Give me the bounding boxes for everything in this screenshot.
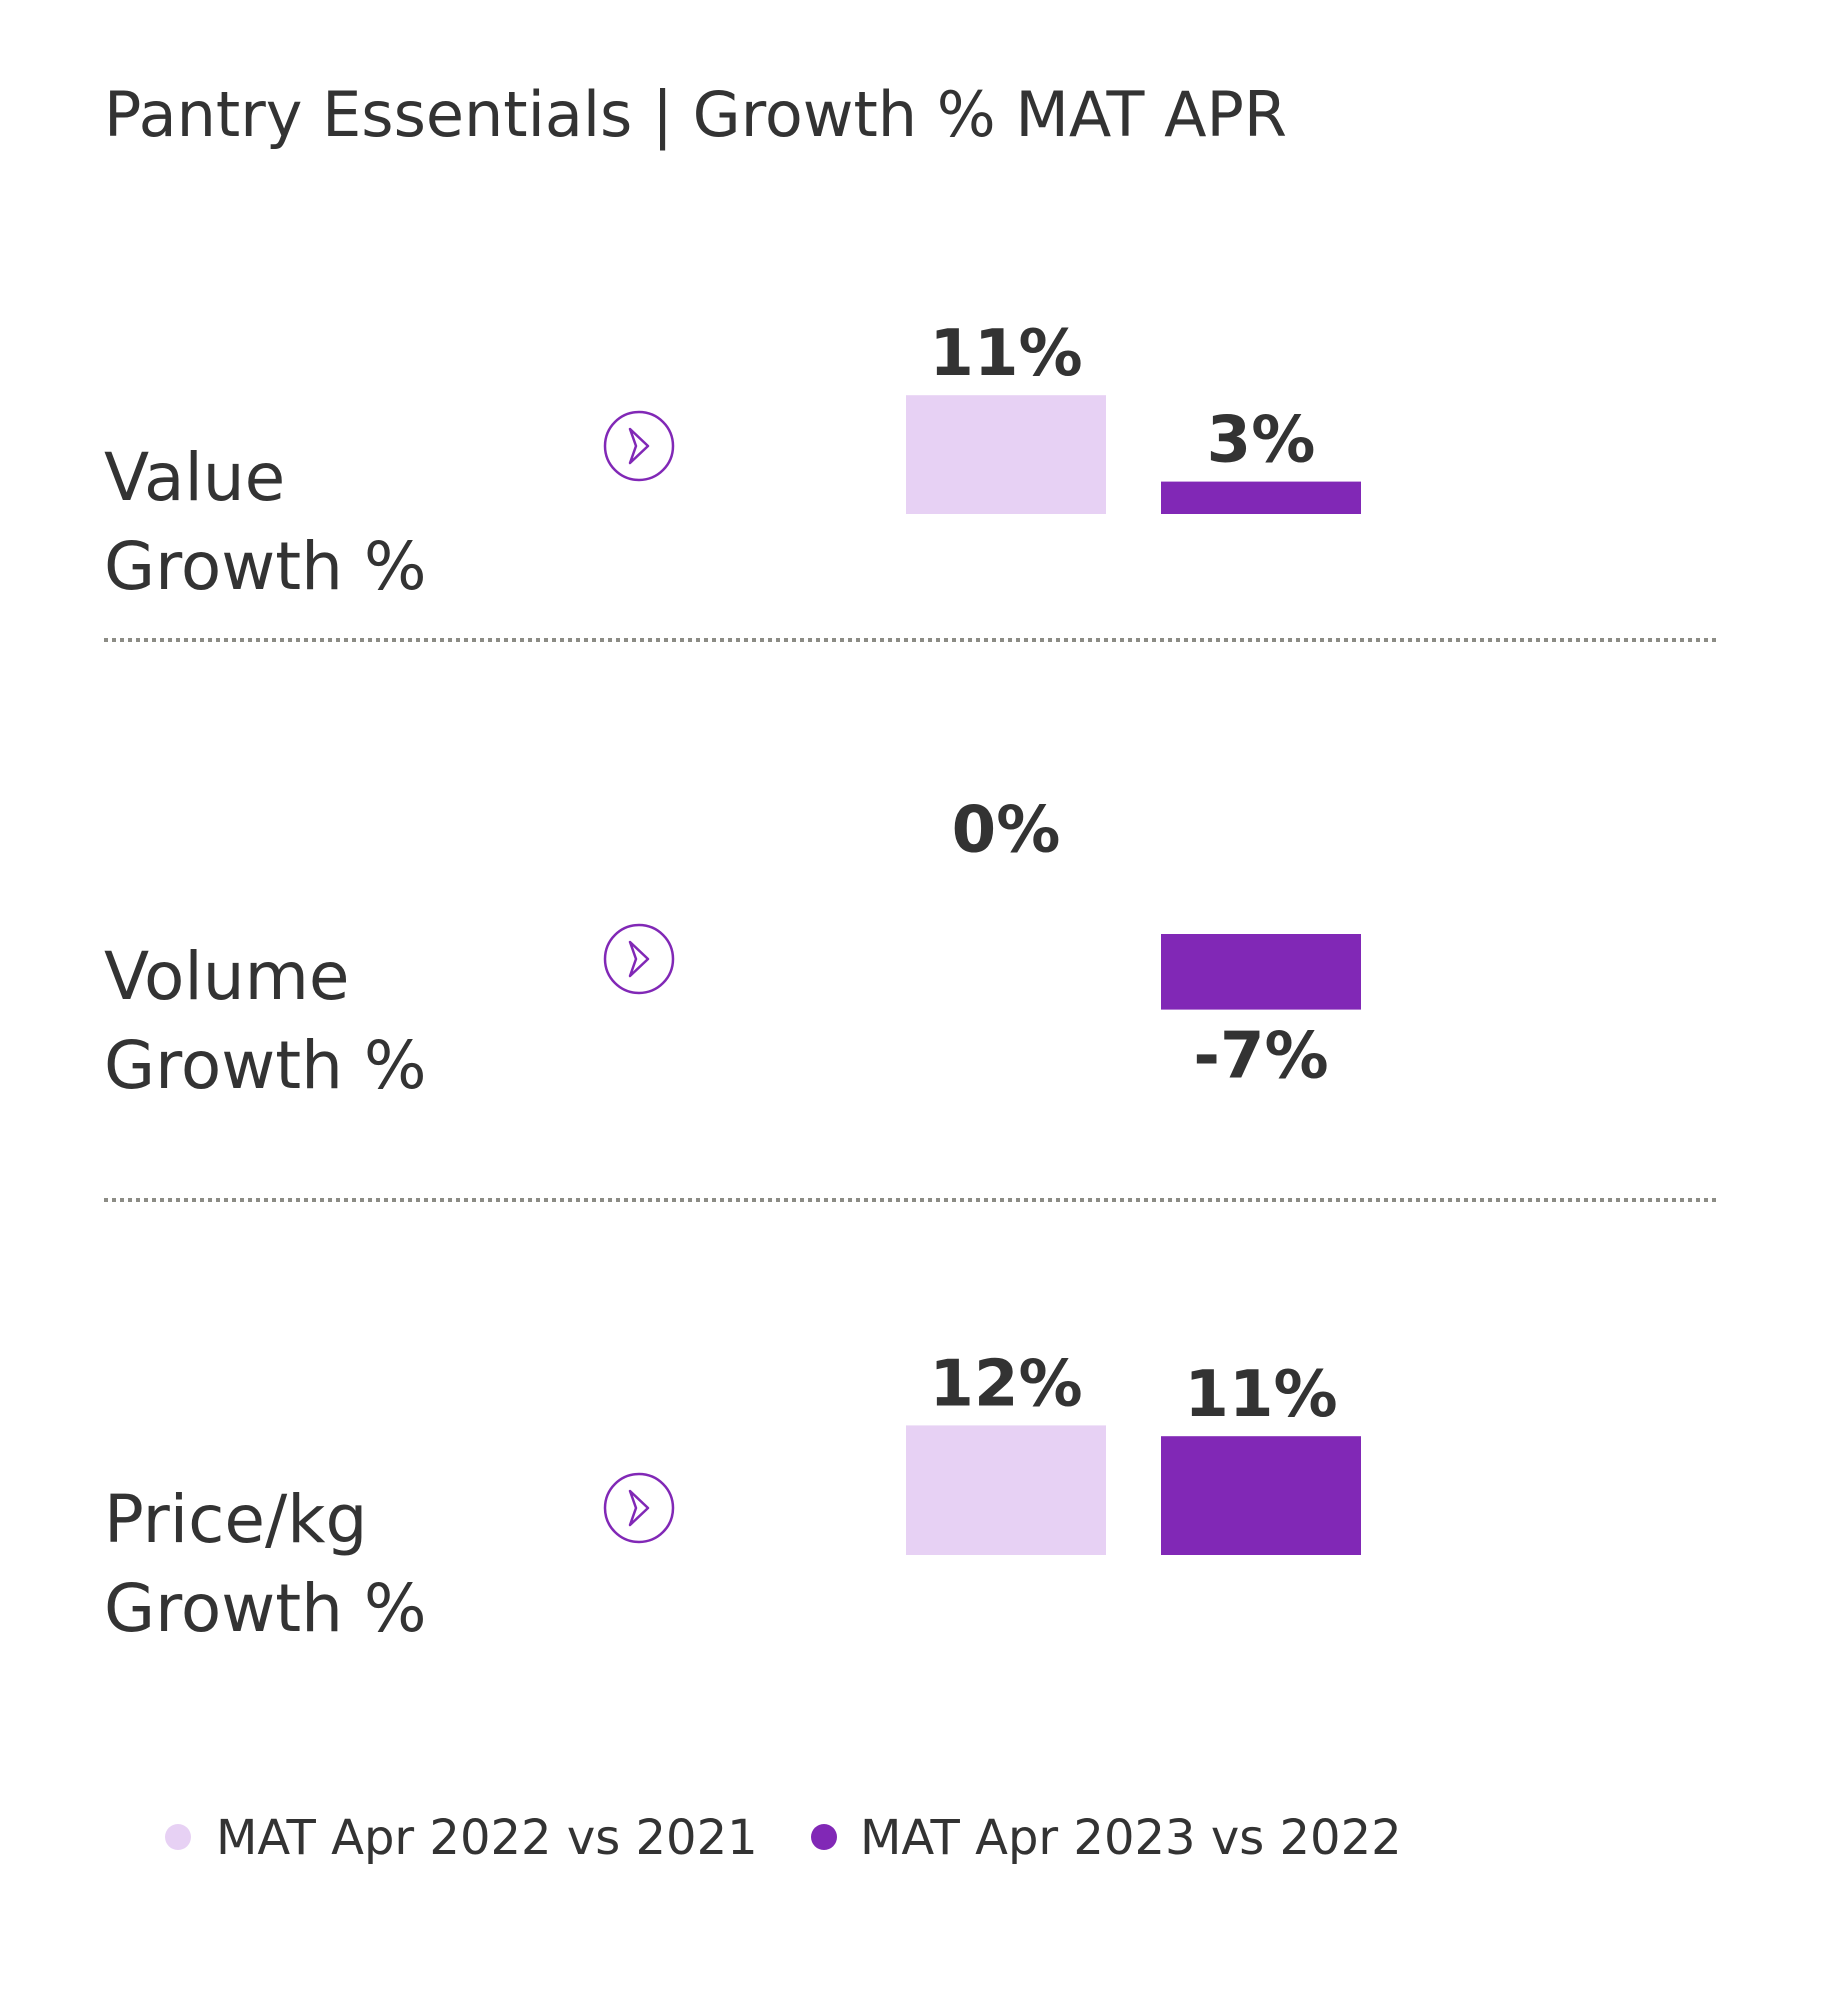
data-label: 3% [1207, 404, 1316, 478]
metric-label: Growth % [104, 528, 427, 605]
data-label: 12% [929, 1347, 1082, 1421]
legend-swatch [165, 1824, 191, 1850]
legend-swatch [811, 1824, 837, 1850]
data-label: -7% [1193, 1020, 1328, 1094]
metric-label: Volume [104, 938, 349, 1015]
chart-rows: Value Growth % 11% 3% Volume Growth % 0% -7% Pri… [104, 317, 1716, 1647]
legend: MAT Apr 2022 vs 2021 MAT Apr 2023 vs 2022 [165, 1810, 1402, 1866]
bar [906, 395, 1106, 514]
metric-label: Price/kg [104, 1481, 367, 1558]
legend-label: MAT Apr 2023 vs 2022 [860, 1810, 1402, 1866]
data-label: 11% [1184, 1358, 1337, 1432]
metric-row: Price/kg Growth % 12% 11% [104, 1347, 1361, 1647]
bar [1161, 934, 1361, 1010]
metric-row: Value Growth % 11% 3% [104, 317, 1361, 605]
metric-row: Volume Growth % 0% -7% [104, 794, 1361, 1104]
legend-item: MAT Apr 2023 vs 2022 [811, 1810, 1402, 1866]
chevron-right-circle-icon[interactable] [603, 923, 675, 995]
legend-label: MAT Apr 2022 vs 2021 [216, 1810, 758, 1866]
chevron-right-circle-icon[interactable] [603, 1472, 675, 1544]
metric-label: Value [104, 439, 285, 516]
legend-item: MAT Apr 2022 vs 2021 [165, 1810, 758, 1866]
metric-label: Growth % [104, 1570, 427, 1647]
metric-label: Growth % [104, 1027, 427, 1104]
bar [906, 1425, 1106, 1555]
chevron-right-circle-icon[interactable] [603, 410, 675, 482]
data-label: 0% [952, 794, 1061, 868]
data-label: 11% [929, 317, 1082, 391]
bar [1161, 481, 1361, 514]
chart-title: Pantry Essentials | Growth % MAT APR [104, 78, 1287, 152]
bar [1161, 1436, 1361, 1555]
